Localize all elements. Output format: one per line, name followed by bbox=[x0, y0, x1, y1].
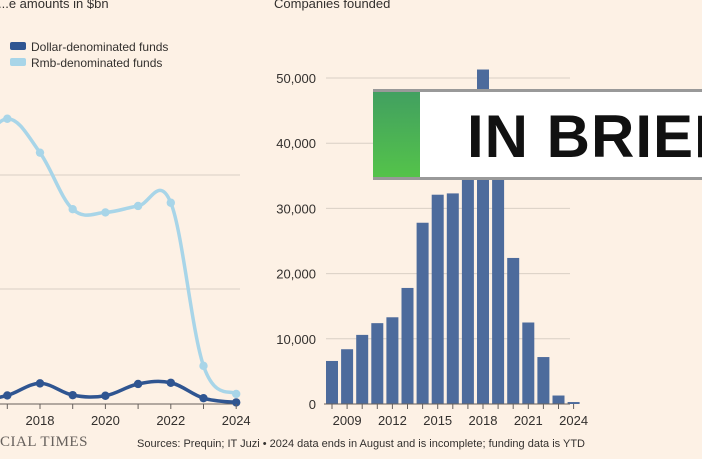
series-point bbox=[199, 393, 208, 403]
bar bbox=[386, 317, 399, 404]
series-point bbox=[133, 201, 143, 211]
bar bbox=[416, 222, 429, 404]
left-chart-title: ...e amounts in $bn bbox=[0, 0, 109, 11]
series-point bbox=[35, 379, 45, 388]
bar bbox=[356, 334, 369, 404]
bar bbox=[552, 395, 565, 404]
bar bbox=[492, 156, 505, 404]
left-x-tick-label: 2018 bbox=[26, 413, 55, 428]
source-note: Sources: Prequin; IT Juzi • 2024 data en… bbox=[137, 438, 585, 450]
bar bbox=[401, 287, 414, 404]
series-point bbox=[166, 378, 175, 387]
legend-swatch bbox=[10, 58, 26, 66]
banner-color-block bbox=[373, 92, 420, 177]
bar bbox=[537, 357, 550, 404]
bar bbox=[371, 323, 384, 404]
series-point bbox=[101, 208, 110, 217]
right-x-tick-label: 2018 bbox=[469, 413, 498, 428]
fund-amounts-chart: ...e amounts in $bn Dollar-denominated fu… bbox=[0, 0, 251, 428]
bar bbox=[446, 193, 459, 404]
legend-label: Rmb-denominated funds bbox=[31, 56, 162, 70]
series-point bbox=[35, 148, 45, 157]
series-point bbox=[101, 391, 110, 400]
left-x-tick-label: 2022 bbox=[156, 413, 185, 428]
legend-label: Dollar-denominated funds bbox=[31, 40, 168, 54]
right-y-tick-label: 0 bbox=[309, 397, 316, 412]
series-point bbox=[68, 390, 77, 400]
right-y-tick-label: 40,000 bbox=[276, 136, 316, 151]
series-point bbox=[166, 198, 175, 207]
series-point bbox=[133, 379, 143, 389]
right-y-tick-label: 20,000 bbox=[276, 267, 316, 282]
in-brief-banner: IN BRIEF bbox=[373, 89, 702, 180]
right-y-tick-label: 10,000 bbox=[276, 332, 316, 347]
right-x-tick-label: 2012 bbox=[378, 413, 407, 428]
bar bbox=[461, 169, 474, 404]
bar bbox=[507, 257, 520, 404]
legend-swatch bbox=[10, 42, 26, 50]
right-y-tick-label: 50,000 bbox=[276, 71, 316, 86]
bar bbox=[341, 349, 354, 404]
right-chart-title: Companies founded bbox=[274, 0, 390, 11]
companies-founded-chart: Companies founded 0 10,000 20,000 30,000 40,0… bbox=[274, 0, 588, 428]
series-point bbox=[3, 391, 12, 400]
left-x-tick-label: 2024 bbox=[222, 413, 251, 428]
right-y-tick-label: 30,000 bbox=[276, 201, 316, 216]
bar bbox=[522, 322, 535, 404]
banner-text: IN BRIEF bbox=[467, 103, 702, 170]
right-x-tick-label: 2024 bbox=[559, 413, 588, 428]
bar bbox=[567, 402, 580, 404]
bar bbox=[326, 360, 338, 404]
right-x-tick-label: 2021 bbox=[514, 413, 543, 428]
series-line bbox=[0, 117, 238, 396]
series-point bbox=[199, 361, 208, 371]
right-x-tick-label: 2009 bbox=[333, 413, 362, 428]
left-x-tick-label: 2020 bbox=[91, 413, 120, 428]
right-x-tick-label: 2015 bbox=[423, 413, 452, 428]
series-point bbox=[232, 389, 241, 399]
series-point bbox=[232, 398, 241, 407]
ft-brand-logo: CIAL TIMES bbox=[0, 434, 88, 450]
series-point bbox=[68, 205, 77, 214]
series-point bbox=[3, 114, 12, 123]
bar bbox=[431, 194, 444, 404]
